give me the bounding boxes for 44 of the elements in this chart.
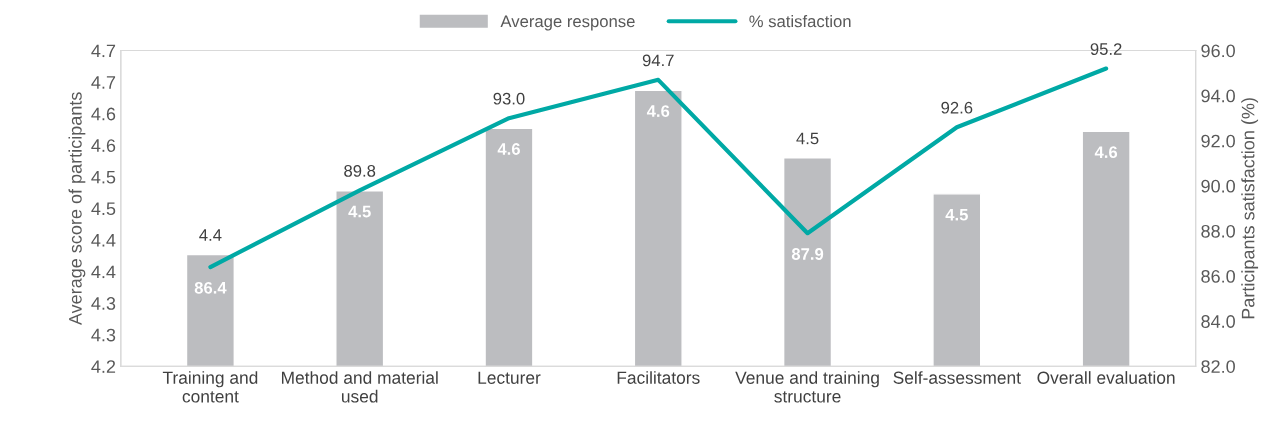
y2-tick-label: 82.0 [1201, 360, 1235, 373]
y-tick-label: 4.3 [91, 297, 116, 310]
data-label: 95.2 [1090, 43, 1122, 55]
y-tick-label: 4.5 [91, 202, 116, 216]
y-tick-label: 4.2 [91, 360, 116, 373]
data-label: 4.6 [497, 143, 520, 155]
y2-tick-label: 94.0 [1201, 89, 1235, 103]
data-label: 4.5 [348, 205, 371, 218]
y-tick-label: 4.4 [91, 234, 116, 247]
x-tick-label: Overall evaluation [1037, 371, 1175, 384]
data-label: 86.4 [194, 281, 227, 294]
data-label: 89.8 [344, 164, 376, 177]
data-label: 4.6 [646, 105, 670, 117]
y-tick-label: 4.4 [91, 265, 116, 279]
data-label: 87.9 [791, 248, 824, 260]
y-tick-label: 4.3 [91, 328, 116, 342]
data-label: 94.7 [642, 54, 674, 67]
legend-label: % satisfaction [749, 15, 851, 28]
data-label: 4.4 [199, 229, 222, 241]
data-label: 93.0 [493, 92, 525, 105]
y2-tick-label: 84.0 [1201, 315, 1235, 328]
y2-tick-label: 88.0 [1201, 224, 1235, 238]
y-axis-title: Average score of participants [68, 92, 86, 326]
x-tick-label: Venue and training structure [735, 371, 879, 403]
data-label: 92.6 [941, 101, 973, 114]
y2-tick-label: 86.0 [1201, 269, 1235, 283]
y-tick-label: 4.7 [91, 44, 116, 58]
y2-tick-label: 96.0 [1201, 44, 1235, 58]
y2-tick-label: 92.0 [1201, 134, 1235, 148]
data-label: 4.6 [1094, 146, 1118, 159]
y2-axis-title: Participants satisfaction (%) [1241, 98, 1259, 319]
data-label: 4.5 [796, 132, 819, 145]
x-tick-label: Training and content [162, 371, 258, 403]
x-tick-label: Method and material used [281, 371, 438, 403]
legend-label: Average response [500, 15, 635, 31]
y2-tick-label: 90.0 [1201, 179, 1235, 193]
x-tick-label: Facilitators [617, 371, 700, 384]
data-label: 4.5 [945, 208, 968, 221]
y-tick-label: 4.6 [91, 139, 116, 152]
y-tick-label: 4.6 [91, 107, 116, 121]
x-tick-label: Self-assessment [893, 371, 1021, 384]
y-tick-label: 4.7 [91, 76, 116, 89]
y-tick-label: 4.5 [91, 170, 116, 184]
x-tick-label: Lecturer [478, 371, 541, 384]
